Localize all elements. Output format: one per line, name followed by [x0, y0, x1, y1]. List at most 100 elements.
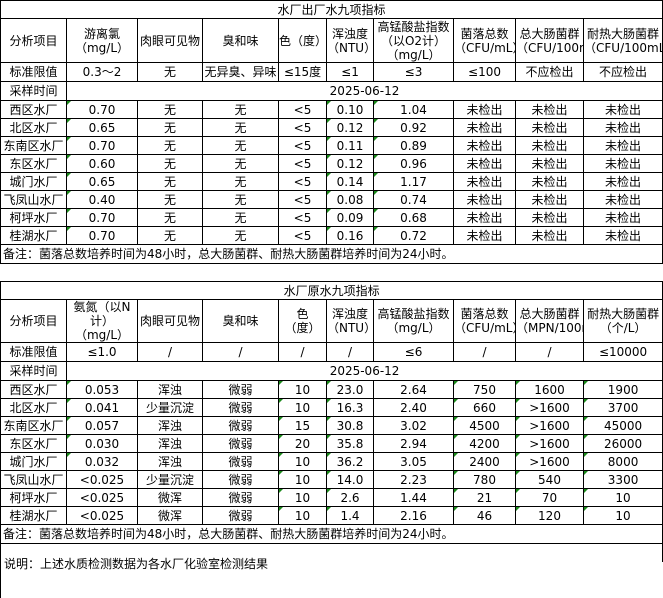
data-cell: 无 [202, 154, 279, 173]
data-cell: 2.40 [373, 398, 454, 417]
data-cell: 23.0 [326, 380, 374, 399]
data-cell: 20 [278, 434, 327, 453]
data-cell: 0.70 [66, 100, 138, 119]
table-title: 水厂原水九项指标 [0, 281, 663, 300]
data-cell: 未检出 [582, 136, 663, 155]
sheet-border [0, 528, 1, 598]
table-row: 东南区水厂 0.70 无无 <5 0.11 0.89 未检出 未检出 未检出 [0, 136, 663, 155]
data-cell: <5 [278, 172, 327, 191]
standard-value: ≤15度 [278, 62, 327, 82]
header-text: 分析项目 [9, 314, 58, 328]
data-cell: <0.025 [66, 470, 138, 489]
data-cell: 0.68 [373, 208, 454, 227]
data-cell: 微弱 [202, 398, 279, 417]
column-header: 菌落总数（CFU/mL） [453, 18, 516, 63]
data-cell: 21 [453, 488, 516, 507]
column-header: 氨氮（以N计） （mg/L） [66, 299, 138, 343]
data-cell: 750 [453, 380, 516, 399]
data-cell: 未检出 [515, 190, 584, 209]
header-text: 耐热大肠菌群 [587, 307, 660, 321]
header-text: 氨氮（以N计） [73, 300, 131, 329]
data-cell: 无 [137, 154, 203, 173]
data-cell: 0.70 [66, 136, 138, 155]
data-cell: <5 [278, 118, 327, 137]
column-header: 臭和味 [202, 18, 279, 63]
data-cell: 未检出 [515, 226, 584, 245]
data-cell: 10 [582, 488, 663, 507]
data-cell: 未检出 [582, 226, 663, 245]
data-cell: 未检出 [515, 100, 584, 119]
standard-value: 不应检出 [515, 62, 584, 82]
data-cell: 无 [202, 136, 279, 155]
data-cell: 0.65 [66, 172, 138, 191]
standard-limit-row: 标准限值 ≤1.0// / / ≤6// ≤10000 [0, 342, 663, 362]
data-cell: 0.70 [66, 226, 138, 245]
header-text: （CFU/mL） [454, 40, 515, 55]
column-header: 浑浊度 （NTU） [326, 18, 374, 63]
data-cell: 未检出 [453, 118, 516, 137]
data-cell: 未检出 [515, 118, 584, 137]
data-cell: 1.04 [373, 100, 454, 119]
data-cell: 0.16 [326, 226, 374, 245]
column-header: 高锰酸盐指数 （mg/L） [373, 299, 454, 343]
data-cell: 未检出 [453, 154, 516, 173]
data-cell: <5 [278, 136, 327, 155]
data-cell: 微弱 [202, 452, 279, 471]
data-cell: 2.94 [373, 434, 454, 453]
data-cell: 未检出 [582, 118, 663, 137]
plant-name: 北区水厂 [0, 118, 67, 137]
data-cell: 无 [137, 172, 203, 191]
plant-name: 桂湖水厂 [0, 506, 67, 525]
table-title-row: 水厂原水九项指标 [0, 281, 663, 300]
data-cell: 8000 [582, 452, 663, 471]
data-cell: >1600 [515, 398, 584, 417]
data-cell: 未检出 [515, 208, 584, 227]
explanation-text: 说明：上述水质检测数据为各水厂化验室检测结果 [4, 557, 269, 571]
data-cell: 0.12 [326, 118, 374, 137]
plant-name: 柯坪水厂 [0, 208, 67, 227]
data-cell: <5 [278, 100, 327, 119]
data-cell: 无 [137, 226, 203, 245]
data-cell: 未检出 [515, 136, 584, 155]
header-text: （CFU/100mL） [584, 40, 662, 55]
column-header: 肉眼可见物 [137, 18, 203, 63]
table-row: 城门水厂 0.65 无无 <5 0.14 1.17 未检出 未检出 未检出 [0, 172, 663, 191]
data-cell: 无 [137, 118, 203, 137]
data-cell: 0.40 [66, 190, 138, 209]
data-cell: 10 [278, 398, 327, 417]
column-header: 菌落总数（CFU/mL） [453, 299, 516, 343]
data-cell: 0.057 [66, 416, 138, 435]
header-text: （NTU） [327, 40, 374, 55]
data-cell: 3300 [582, 470, 663, 489]
plant-name: 城门水厂 [0, 452, 67, 471]
plant-name: 东区水厂 [0, 434, 67, 453]
header-text: （以O2计） [380, 33, 447, 48]
data-cell: 0.60 [66, 154, 138, 173]
header-text: （MPN/100mL） [516, 321, 583, 335]
data-cell: 0.70 [66, 208, 138, 227]
standard-value: / [453, 342, 516, 362]
data-cell: 0.041 [66, 398, 138, 417]
header-text: 肉眼可见物 [139, 33, 200, 48]
data-cell: 0.10 [326, 100, 374, 119]
header-text: 菌落总数 [460, 307, 509, 321]
data-cell: 未检出 [582, 172, 663, 191]
data-cell: 2.23 [373, 470, 454, 489]
data-cell: 14.0 [326, 470, 374, 489]
data-cell: 浑浊 [137, 416, 203, 435]
column-header: 分析项目 [0, 299, 67, 343]
data-cell: 无 [202, 118, 279, 137]
data-cell: 0.09 [326, 208, 374, 227]
table-row: 西区水厂 0.70 无无 <5 0.10 1.04 未检出 未检出 未检出 [0, 100, 663, 119]
data-cell: 660 [453, 398, 516, 417]
column-header: 分析项目 [0, 18, 67, 63]
table-title: 水厂出厂水九项指标 [0, 0, 663, 19]
data-cell: 微浑 [137, 488, 203, 507]
sampling-time-row: 采样时间 2025-06-12 [0, 81, 663, 101]
header-text: （度） [284, 321, 321, 335]
plant-name: 东区水厂 [0, 154, 67, 173]
column-header: 总大肠菌群（MPN/100mL） [515, 299, 584, 343]
data-cell: 35.8 [326, 434, 374, 453]
data-cell: >1600 [515, 416, 584, 435]
data-cell: 10 [278, 380, 327, 399]
